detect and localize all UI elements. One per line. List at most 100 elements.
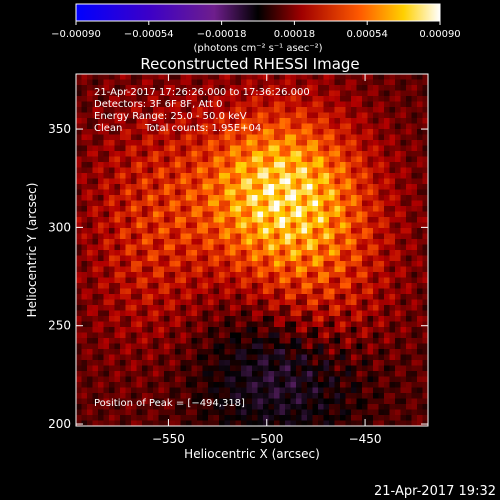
image-pixel xyxy=(103,283,110,289)
image-pixel xyxy=(329,387,335,394)
image-pixel xyxy=(208,360,214,366)
image-pixel xyxy=(334,420,341,427)
image-pixel xyxy=(92,365,99,372)
image-pixel xyxy=(103,85,110,91)
image-pixel xyxy=(257,101,264,108)
image-pixel xyxy=(318,140,324,146)
image-pixel xyxy=(378,277,385,284)
image-pixel xyxy=(235,277,242,284)
image-pixel xyxy=(285,316,291,322)
image-pixel xyxy=(230,173,236,179)
image-pixel xyxy=(400,239,407,245)
image-pixel xyxy=(279,250,286,256)
image-pixel xyxy=(191,288,198,295)
image-pixel xyxy=(356,151,363,157)
image-pixel xyxy=(351,217,357,223)
image-pixel xyxy=(213,365,220,372)
image-pixel xyxy=(153,96,159,102)
image-pixel xyxy=(235,184,242,190)
image-pixel xyxy=(296,101,302,108)
image-pixel xyxy=(158,239,165,245)
image-pixel xyxy=(362,404,368,410)
image-pixel xyxy=(406,162,412,168)
image-pixel xyxy=(279,222,286,229)
image-pixel xyxy=(87,255,93,262)
image-pixel xyxy=(164,233,170,240)
image-pixel xyxy=(351,376,357,383)
image-pixel xyxy=(92,272,99,278)
image-pixel xyxy=(213,382,220,388)
image-pixel xyxy=(395,343,401,350)
image-pixel xyxy=(191,321,198,328)
image-pixel xyxy=(202,178,209,185)
image-pixel xyxy=(230,420,236,427)
image-pixel xyxy=(307,261,313,267)
image-pixel xyxy=(219,398,225,405)
image-pixel xyxy=(373,354,379,361)
image-pixel xyxy=(131,420,137,427)
image-pixel xyxy=(373,343,379,350)
image-pixel xyxy=(76,145,82,152)
image-pixel xyxy=(147,140,154,146)
image-pixel xyxy=(131,206,137,212)
image-pixel xyxy=(103,382,110,388)
image-pixel xyxy=(356,189,363,196)
image-pixel xyxy=(263,118,269,124)
image-pixel xyxy=(411,349,418,355)
image-pixel xyxy=(175,167,181,174)
image-pixel xyxy=(180,354,187,361)
image-pixel xyxy=(268,140,275,146)
image-pixel xyxy=(120,277,126,284)
image-pixel xyxy=(384,288,390,295)
image-pixel xyxy=(367,228,374,234)
image-pixel xyxy=(362,255,368,262)
image-pixel xyxy=(362,85,368,91)
image-pixel xyxy=(186,321,192,328)
image-pixel xyxy=(417,288,423,295)
image-pixel xyxy=(125,140,132,146)
image-pixel xyxy=(362,217,368,223)
image-pixel xyxy=(164,112,170,119)
image-pixel xyxy=(307,409,313,416)
image-pixel xyxy=(356,184,363,190)
image-pixel xyxy=(213,101,220,108)
image-pixel xyxy=(186,217,192,223)
image-pixel xyxy=(373,96,379,102)
image-pixel xyxy=(230,393,236,399)
image-pixel xyxy=(224,382,231,388)
image-pixel xyxy=(406,299,412,306)
image-pixel xyxy=(417,332,423,339)
image-pixel xyxy=(274,365,280,372)
image-pixel xyxy=(131,184,137,190)
image-pixel xyxy=(323,217,330,223)
image-pixel xyxy=(362,129,368,135)
image-pixel xyxy=(345,244,352,251)
image-pixel xyxy=(76,74,82,80)
image-pixel xyxy=(378,162,385,168)
image-pixel xyxy=(362,398,368,405)
image-pixel xyxy=(81,398,88,405)
image-pixel xyxy=(147,250,154,256)
image-pixel xyxy=(367,343,374,350)
image-pixel xyxy=(120,167,126,174)
image-pixel xyxy=(257,222,264,229)
image-pixel xyxy=(356,134,363,141)
image-pixel xyxy=(164,283,170,289)
image-pixel xyxy=(285,228,291,234)
image-pixel xyxy=(422,140,429,146)
image-pixel xyxy=(268,360,275,366)
image-pixel xyxy=(147,294,154,300)
image-pixel xyxy=(422,85,429,91)
image-pixel xyxy=(301,393,308,399)
image-pixel xyxy=(263,349,269,355)
image-pixel xyxy=(373,338,379,344)
image-pixel xyxy=(263,288,269,295)
image-pixel xyxy=(186,343,192,350)
image-pixel xyxy=(351,85,357,91)
image-pixel xyxy=(406,283,412,289)
image-pixel xyxy=(164,107,170,113)
image-pixel xyxy=(120,261,126,267)
image-pixel xyxy=(318,112,324,119)
image-pixel xyxy=(301,321,308,328)
image-pixel xyxy=(367,299,374,306)
